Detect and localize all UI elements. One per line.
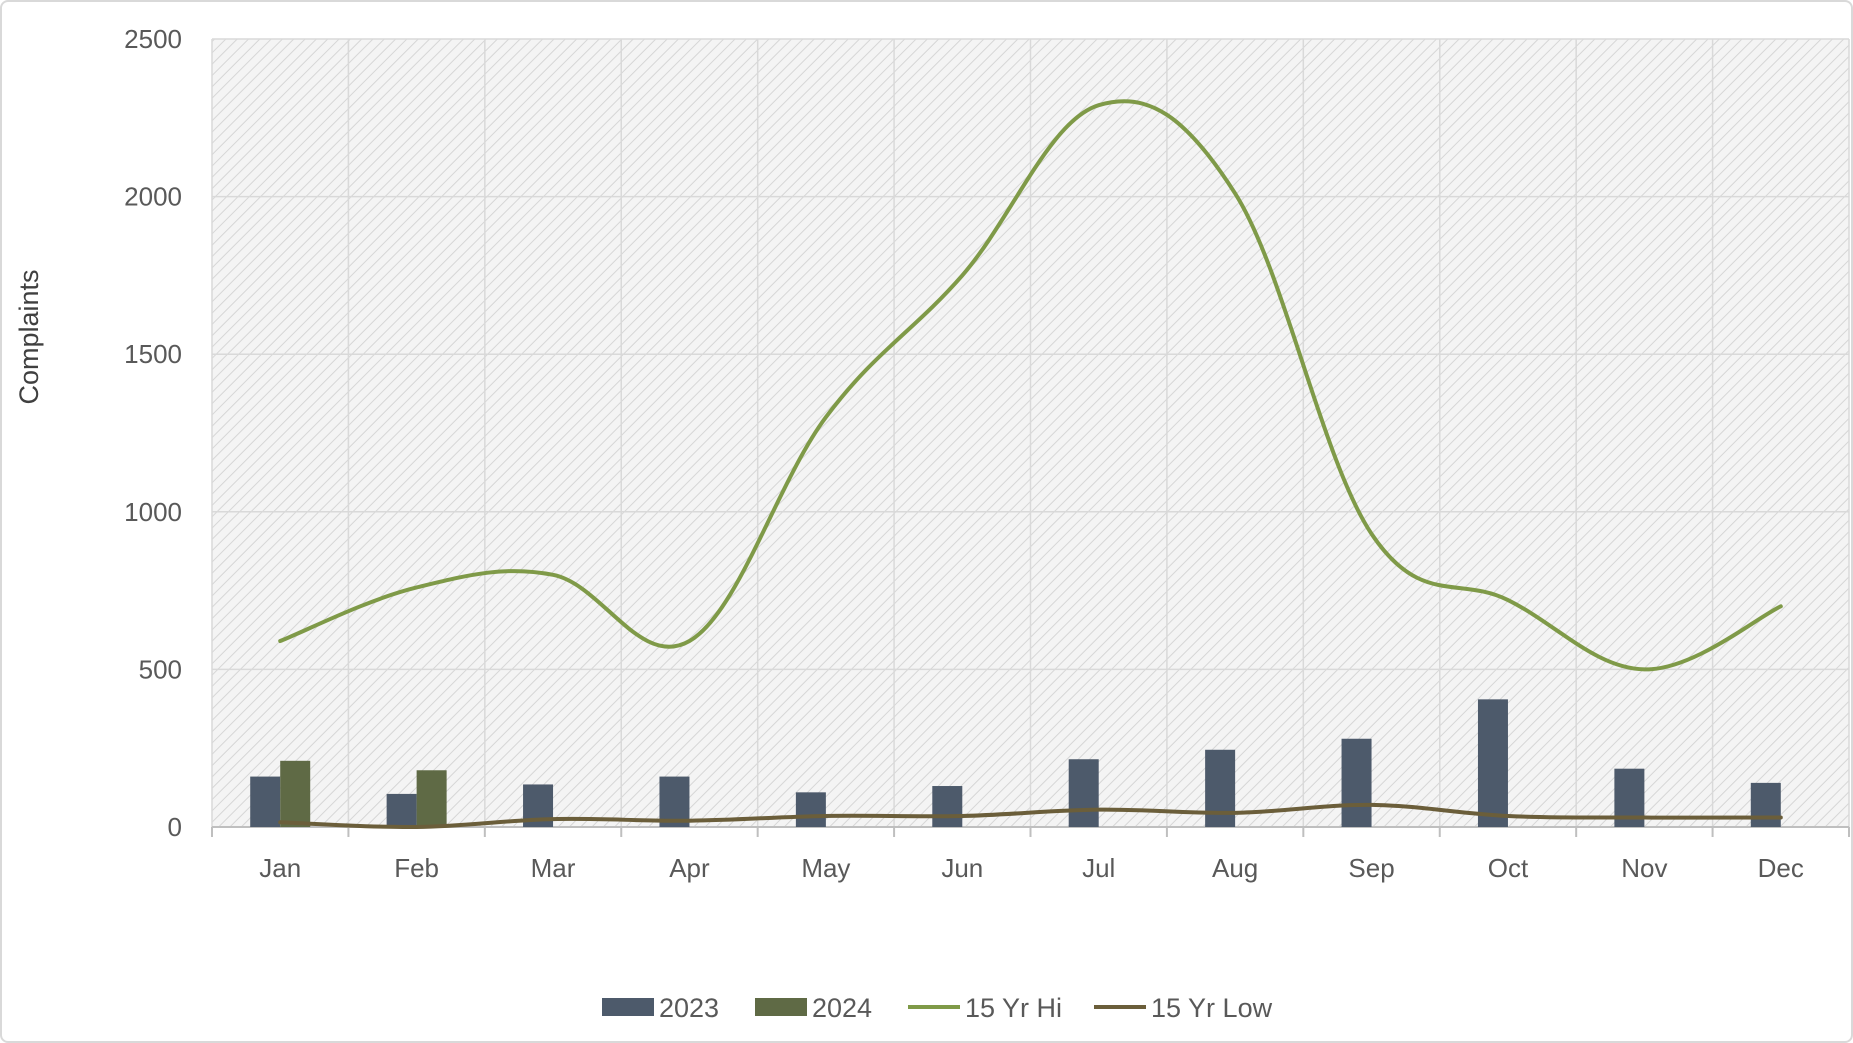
- legend-label-15-yr-low: 15 Yr Low: [1151, 993, 1273, 1023]
- x-tick-label: Oct: [1488, 853, 1529, 883]
- bar-2023-Dec: [1750, 782, 1781, 827]
- legend-label-2024: 2024: [812, 993, 872, 1023]
- bar-2024-Jan: [280, 760, 311, 827]
- bar-2023-Jul: [1068, 759, 1099, 827]
- lines: [278, 99, 1783, 830]
- line-15-yr-hi: [278, 99, 1783, 672]
- y-axis: 0 500 1000 1500 2000 2500: [124, 24, 182, 842]
- y-tick-label: 1000: [124, 497, 182, 527]
- bar-2024-Feb: [416, 770, 447, 827]
- x-tick-label: Jun: [941, 853, 983, 883]
- y-tick-label: 500: [139, 654, 182, 684]
- line-15-yr-low: [278, 802, 1783, 830]
- bar-2023-Jan: [250, 776, 281, 827]
- bar-2023-Feb: [386, 793, 417, 827]
- bar-2023-Apr: [659, 776, 690, 827]
- legend-label-2023: 2023: [659, 993, 719, 1023]
- x-tick-label: Nov: [1621, 853, 1667, 883]
- x-tick-label: Dec: [1758, 853, 1804, 883]
- y-tick-label: 2000: [124, 182, 182, 212]
- x-tick-label: Mar: [531, 853, 576, 883]
- x-tick-label: May: [801, 853, 850, 883]
- bar-2023-Jun: [932, 786, 963, 827]
- x-tick-label: Jul: [1082, 853, 1115, 883]
- y-tick-label: 1500: [124, 339, 182, 369]
- x-tick-label: Sep: [1348, 853, 1394, 883]
- legend: 2023 2024 15 Yr Hi 15 Yr Low: [602, 993, 1273, 1023]
- bar-2023-Oct: [1477, 699, 1508, 827]
- y-tick-label: 2500: [124, 24, 182, 54]
- bar-2023-Aug: [1205, 749, 1236, 827]
- legend-swatch-2023: [602, 998, 654, 1016]
- legend-swatch-2024: [755, 998, 807, 1016]
- bar-2023-Sep: [1341, 738, 1372, 827]
- bar-2023-May: [795, 792, 826, 827]
- x-tick-label: Jan: [259, 853, 301, 883]
- x-tick-label: Aug: [1212, 853, 1258, 883]
- y-axis-title: Complaints: [14, 269, 44, 404]
- x-axis: Jan Feb Mar Apr May Jun Jul Aug Sep Oct Nov Dec: [259, 853, 1804, 883]
- gridlines: [211, 38, 1850, 837]
- legend-label-15-yr-hi: 15 Yr Hi: [965, 993, 1062, 1023]
- x-tick-label: Feb: [394, 853, 439, 883]
- x-tick-label: Apr: [669, 853, 710, 883]
- y-tick-label: 0: [168, 812, 182, 842]
